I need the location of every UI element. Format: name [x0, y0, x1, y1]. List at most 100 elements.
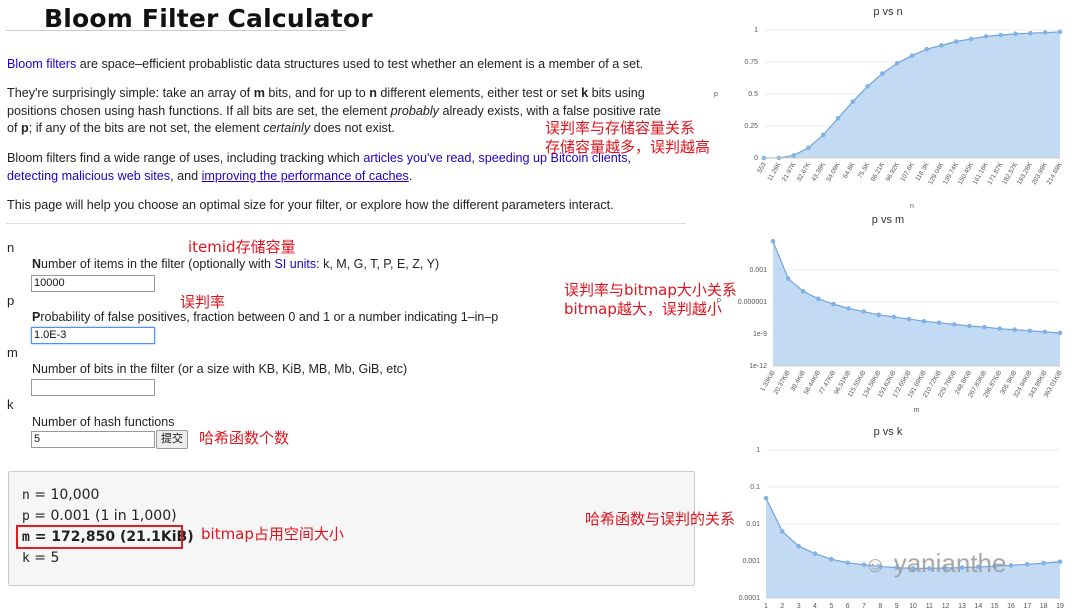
- data-point: [791, 153, 796, 158]
- p2-text-5: positions chosen using hash functions. I…: [7, 103, 391, 118]
- data-point: [820, 132, 826, 138]
- title-divider: [6, 30, 346, 31]
- result-m-highlight-box: [16, 525, 183, 549]
- x-tick-label: 4: [813, 603, 817, 610]
- data-point: [910, 566, 916, 571]
- uses-paragraph: Bloom filters find a wide range of uses,…: [7, 150, 707, 185]
- y-tick-label: 0.5: [748, 91, 758, 98]
- page-title: Bloom Filter Calculator: [44, 4, 373, 33]
- x-tick-label: 75.5K: [857, 161, 872, 180]
- p-input[interactable]: 1.0E-3: [31, 327, 155, 344]
- data-point: [968, 36, 974, 42]
- data-point: [921, 318, 927, 324]
- x-tick-label: 10: [909, 603, 917, 610]
- data-point: [800, 289, 806, 294]
- data-point: [906, 316, 912, 322]
- wechat-icon: ☺: [864, 552, 887, 577]
- caches-link[interactable]: improving the performance of caches: [201, 168, 409, 183]
- data-point: [785, 276, 791, 281]
- data-point: [1057, 330, 1063, 336]
- submit-button[interactable]: 提交: [156, 430, 188, 449]
- data-point: [876, 312, 882, 318]
- data-point: [954, 39, 959, 44]
- x-tick-label: 6: [846, 603, 850, 610]
- x-tick-label: 54.09K: [825, 161, 842, 183]
- y-tick-label: 0.25: [744, 123, 758, 130]
- data-point: [1057, 29, 1063, 35]
- x-tick-label: 64.8K: [842, 161, 857, 180]
- k-input[interactable]: 5: [31, 431, 155, 448]
- n-var-label: n: [7, 240, 15, 255]
- intro-paragraph: Bloom filters are space–efficient probab…: [7, 56, 707, 74]
- chart-p-vs-m: p vs m1e-121e-90.0000010.0011.33KiB20.37…: [717, 214, 1064, 414]
- x-tick-label: 17: [1023, 603, 1031, 610]
- data-point: [846, 306, 851, 311]
- result-n-value: = 10,000: [29, 487, 100, 503]
- data-point: [967, 323, 972, 329]
- x-tick-label: 2: [780, 603, 784, 610]
- data-point: [992, 563, 997, 569]
- data-point: [959, 565, 965, 570]
- series-area: [766, 498, 1060, 598]
- p3-text-1: Bloom filters find a wide range of uses,…: [7, 151, 364, 165]
- data-point: [816, 296, 821, 302]
- result-p: p = 0.001 (1 in 1,000): [22, 508, 177, 524]
- data-point: [861, 309, 866, 314]
- bitcoin-link[interactable]: speeding up Bitcoin clients: [478, 151, 628, 165]
- si-units-link[interactable]: SI units: [274, 257, 317, 271]
- p-var-label: p: [7, 293, 15, 308]
- x-tick-label: 553: [756, 161, 768, 174]
- intro-text: are space–efficient probablistic data st…: [76, 57, 644, 71]
- x-tick-label: 13: [958, 603, 966, 610]
- articles-link[interactable]: articles you've read: [363, 151, 472, 165]
- p2-text-2: bits, and for up to: [264, 86, 370, 100]
- bloom-filters-link[interactable]: Bloom filters: [7, 57, 77, 71]
- p-label-text: robability of false positives, fraction …: [40, 310, 499, 324]
- result-n-key: n: [22, 488, 30, 503]
- chart-title: p vs k: [874, 426, 903, 438]
- data-point: [880, 71, 885, 76]
- p2-p: p: [21, 121, 29, 135]
- m-var-label: m: [7, 345, 18, 360]
- annotation-p: 误判率: [180, 293, 226, 311]
- x-axis-label: m: [914, 407, 920, 414]
- data-point: [865, 84, 870, 89]
- data-point: [835, 116, 841, 121]
- chart-title: p vs m: [872, 214, 904, 226]
- n-label-end: : k, M, G, T, P, E, Z, Y): [316, 257, 440, 271]
- result-m-value: = 172,850 (21.1KiB): [29, 529, 194, 545]
- annotation-pn-1: 误判率与存储容量关系: [545, 119, 696, 137]
- x-tick-label: 16: [1007, 603, 1015, 610]
- y-tick-label: 0.001: [742, 558, 760, 565]
- x-tick-label: 19: [1056, 603, 1064, 610]
- data-point: [806, 145, 811, 151]
- y-tick-label: 1: [754, 27, 758, 34]
- data-point: [936, 320, 942, 326]
- p-field-label: Probability of false positives, fraction…: [32, 310, 498, 324]
- data-point: [998, 32, 1004, 38]
- malicious-sites-link[interactable]: detecting malicious web sites: [7, 168, 171, 183]
- p2-text-8: ; if any of the bits are not set, the el…: [28, 121, 264, 135]
- data-point: [796, 543, 801, 549]
- result-k: k = 5: [22, 550, 59, 566]
- data-point: [861, 562, 867, 567]
- data-point: [831, 301, 836, 307]
- x-tick-label: 3: [797, 603, 801, 610]
- m-input[interactable]: [31, 379, 155, 396]
- data-point: [763, 495, 769, 501]
- y-tick-label: 0.0001: [739, 595, 761, 602]
- annotation-pn: 误判率与存储容量关系 存储容量越多，误判越高: [545, 119, 710, 157]
- annotation-pk: 哈希函数与误判的关系: [585, 510, 736, 528]
- p2-probably: probably: [390, 103, 439, 118]
- section-divider: [6, 223, 686, 224]
- data-point: [891, 314, 897, 320]
- series-area: [773, 241, 1060, 366]
- x-tick-label: 7: [862, 603, 866, 610]
- n-input[interactable]: 10000: [31, 275, 155, 292]
- data-point: [939, 43, 944, 48]
- x-tick-label: 12: [942, 603, 950, 610]
- p2-certainly: certainly: [263, 121, 311, 135]
- x-tick-label: 1: [764, 603, 768, 610]
